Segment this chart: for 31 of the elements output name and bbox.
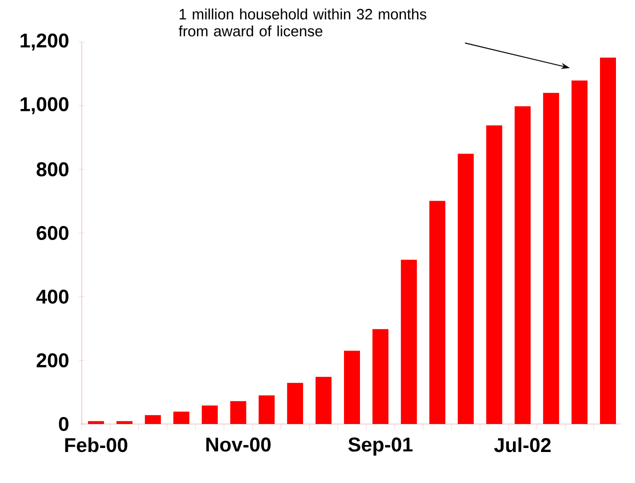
bar [173, 412, 190, 424]
text: 1 million household within 32 months from award of license [178, 8, 426, 36]
y-tick-label: 1,000 [20, 97, 68, 114]
x-tick-label: Jul-02 [494, 438, 551, 452]
bar [316, 376, 332, 424]
bar [429, 200, 446, 424]
bar [372, 329, 388, 424]
x-tick-label: Sep-01 [348, 438, 413, 456]
y-tick-label: 1,200 [20, 34, 68, 50]
bar [543, 92, 560, 424]
y-tick-label: 800 [36, 162, 68, 176]
y-tick-label: 0 [58, 416, 68, 432]
bar [230, 401, 246, 424]
bar [287, 382, 304, 424]
bar [400, 260, 417, 424]
bar [144, 415, 161, 424]
y-tick-label: 600 [36, 226, 68, 240]
bar [88, 421, 104, 424]
bar [258, 395, 275, 424]
bar [514, 106, 531, 424]
bar [202, 406, 218, 424]
bar [486, 125, 502, 424]
bar [600, 58, 616, 424]
bar [116, 421, 132, 424]
y-tick-label: 200 [36, 353, 68, 368]
bar [344, 350, 360, 424]
y-tick-label: 400 [36, 290, 68, 304]
x-tick-label: Feb-00 [65, 438, 128, 452]
bar [458, 154, 474, 424]
bar [572, 80, 588, 424]
x-tick-label: Nov-00 [206, 438, 271, 452]
